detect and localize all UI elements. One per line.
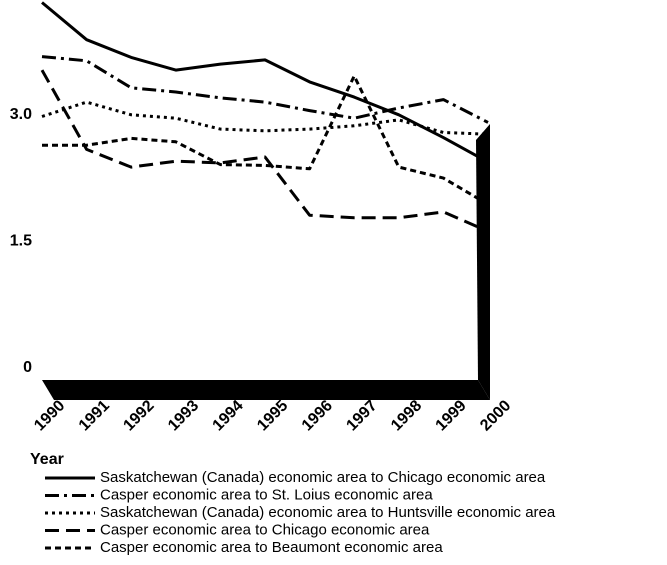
x-tick-label: 1993: [165, 397, 202, 434]
series-line: [42, 74, 489, 206]
legend-label: Casper economic area to Chicago economic…: [100, 521, 430, 538]
series-line: [41, 1, 489, 164]
series-line: [41, 100, 489, 136]
x-tick-label: 1990: [31, 397, 68, 434]
series-line: [40, 69, 489, 233]
y-tick-label: 3.0: [10, 106, 32, 123]
y-tick-label: 0: [23, 359, 32, 376]
x-tick-label: 2000: [477, 397, 514, 434]
x-tick-label: 1992: [120, 397, 157, 434]
chart-floor: [42, 380, 490, 400]
legend-label: Saskatchewan (Canada) economic area to H…: [100, 504, 556, 521]
chart-wall: [476, 124, 490, 400]
x-tick-label: 1997: [343, 397, 380, 434]
x-tick-label: 1995: [254, 397, 291, 434]
x-tick-label: 1996: [299, 397, 336, 434]
series-line: [41, 55, 489, 124]
x-tick-label: 1998: [388, 397, 425, 434]
x-tick-label: 1999: [433, 397, 470, 434]
y-tick-label: 1.5: [10, 233, 32, 250]
legend-label: Saskatchewan (Canada) economic area to C…: [100, 469, 546, 486]
legend-label: Casper economic area to Beaumont economi…: [100, 539, 443, 556]
x-axis-label: Year: [30, 451, 64, 468]
x-tick-label: 1991: [76, 397, 113, 434]
legend-label: Casper economic area to St. Loius econom…: [100, 486, 433, 503]
x-tick-label: 1994: [210, 397, 247, 434]
